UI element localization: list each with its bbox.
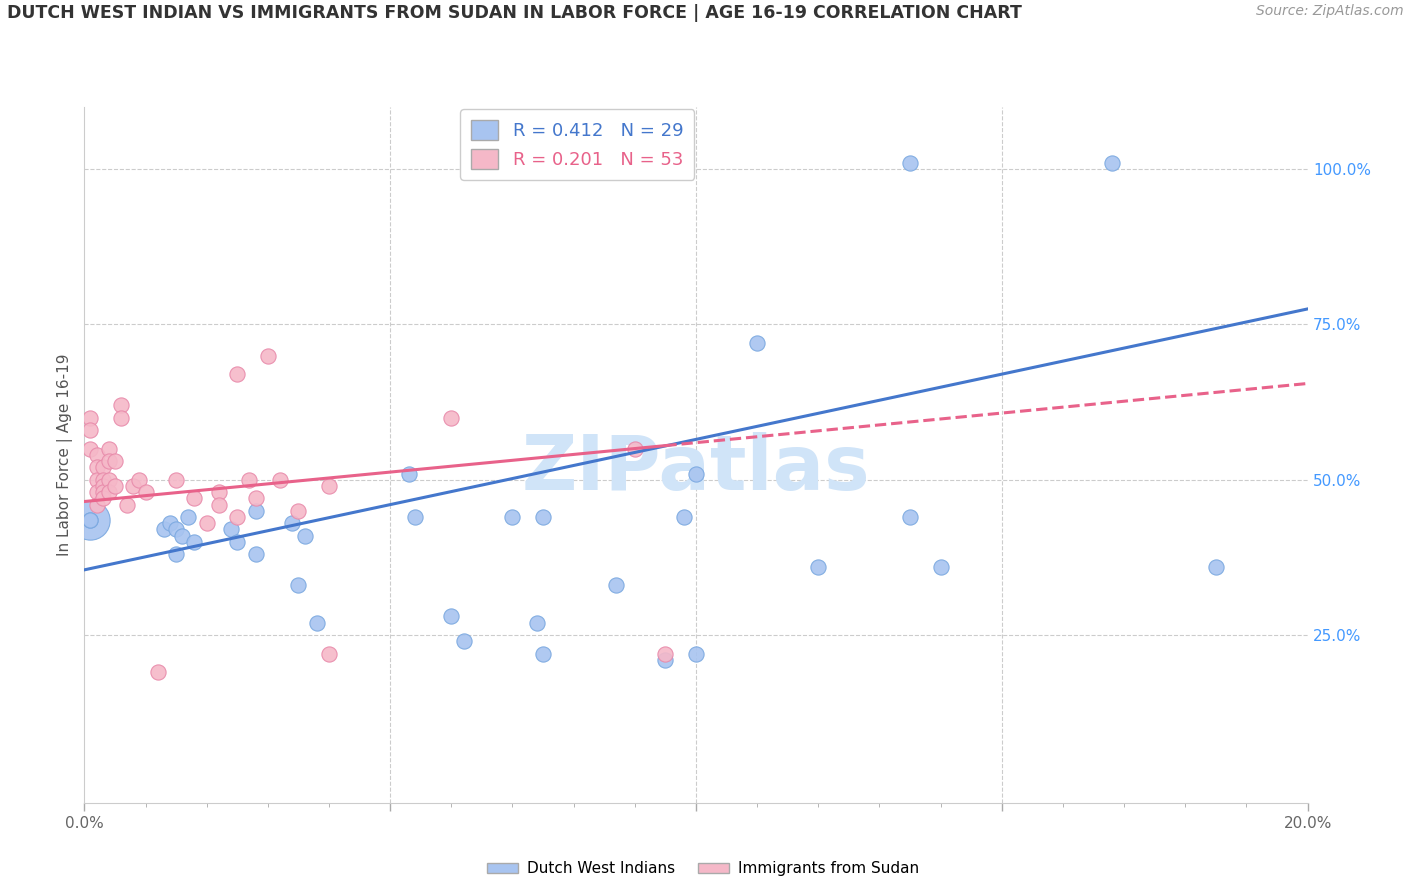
Y-axis label: In Labor Force | Age 16-19: In Labor Force | Age 16-19 (58, 353, 73, 557)
Point (86, 485, 108, 500)
Point (97, 442, 120, 456)
Point (172, 529, 194, 543)
Point (146, 665, 169, 680)
Point (86, 498, 108, 512)
Point (91, 485, 114, 500)
Point (898, 510, 921, 524)
Point (86, 460, 108, 475)
Point (135, 485, 157, 500)
Point (318, 479, 340, 493)
Point (183, 491, 205, 506)
Point (97, 454, 120, 468)
Point (86, 448, 108, 462)
Point (79, 513, 101, 527)
Point (404, 510, 426, 524)
Point (654, 647, 676, 661)
Text: ZIPatlas: ZIPatlas (522, 432, 870, 506)
Point (929, 559, 952, 574)
Point (245, 504, 267, 518)
Point (605, 578, 627, 592)
Point (115, 498, 138, 512)
Point (531, 647, 554, 661)
Point (1101, 156, 1123, 170)
Point (104, 479, 127, 493)
Point (97, 485, 120, 500)
Point (110, 398, 132, 412)
Point (165, 473, 187, 487)
Point (318, 647, 340, 661)
Point (531, 510, 554, 524)
Point (153, 523, 176, 537)
Point (440, 410, 463, 425)
Point (305, 615, 328, 630)
Point (110, 410, 132, 425)
Point (165, 547, 187, 561)
Point (177, 510, 200, 524)
Point (91, 460, 114, 475)
Point (79, 513, 101, 527)
Point (245, 491, 267, 506)
Point (294, 529, 316, 543)
Point (128, 473, 150, 487)
Legend: Dutch West Indians, Immigrants from Sudan: Dutch West Indians, Immigrants from Suda… (481, 855, 925, 882)
Point (245, 547, 267, 561)
Point (104, 454, 127, 468)
Point (79, 513, 101, 527)
Point (159, 516, 181, 531)
Point (238, 473, 260, 487)
Point (91, 491, 114, 506)
Point (502, 510, 524, 524)
Text: Source: ZipAtlas.com: Source: ZipAtlas.com (1256, 4, 1403, 19)
Point (91, 479, 114, 493)
Point (526, 615, 548, 630)
Point (226, 510, 249, 524)
Legend: R = 0.412   N = 29, R = 0.201   N = 53: R = 0.412 N = 29, R = 0.201 N = 53 (460, 109, 695, 179)
Point (79, 410, 101, 425)
Point (287, 504, 309, 518)
Point (654, 653, 676, 667)
Point (287, 578, 309, 592)
Point (281, 516, 304, 531)
Point (624, 442, 647, 456)
Point (685, 467, 707, 481)
Point (219, 523, 242, 537)
Point (257, 349, 280, 363)
Text: DUTCH WEST INDIAN VS IMMIGRANTS FROM SUDAN IN LABOR FORCE | AGE 16-19 CORRELATIO: DUTCH WEST INDIAN VS IMMIGRANTS FROM SUD… (7, 4, 1022, 22)
Point (672, 510, 695, 524)
Point (747, 336, 769, 351)
Point (91, 473, 114, 487)
Point (685, 647, 707, 661)
Point (226, 367, 249, 381)
Point (195, 516, 218, 531)
Point (79, 423, 101, 437)
Point (453, 634, 475, 648)
Point (898, 156, 921, 170)
Point (165, 523, 187, 537)
Point (807, 559, 830, 574)
Point (398, 467, 420, 481)
Point (208, 485, 231, 500)
Point (79, 442, 101, 456)
Point (97, 473, 120, 487)
Point (86, 473, 108, 487)
Point (208, 498, 231, 512)
Point (440, 609, 463, 624)
Point (1205, 559, 1227, 574)
Point (122, 479, 145, 493)
Point (183, 534, 205, 549)
Point (269, 473, 291, 487)
Point (226, 534, 249, 549)
